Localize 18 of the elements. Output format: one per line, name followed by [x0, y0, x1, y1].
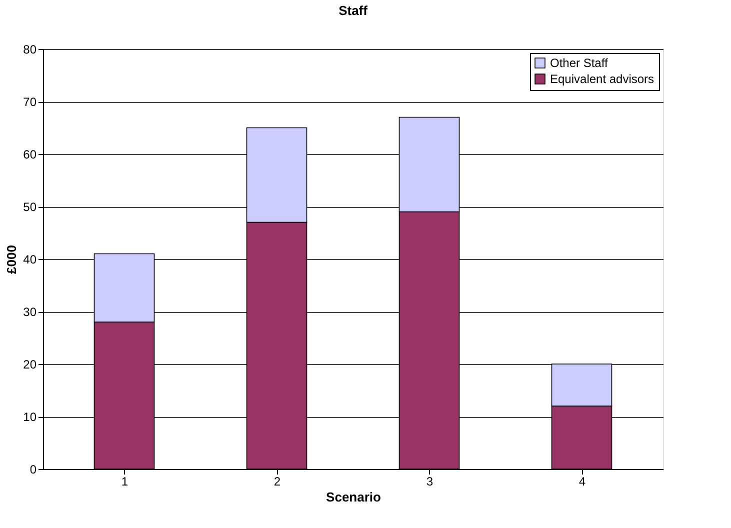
y-tick-label: 60: [23, 148, 37, 162]
y-tick-label: 30: [23, 305, 37, 319]
x-axis-title: Scenario: [326, 490, 382, 504]
y-tick-label: 0: [30, 462, 37, 476]
y-tick-label: 20: [23, 358, 37, 372]
chart-title: Staff: [338, 3, 368, 18]
y-tick-label: 50: [23, 200, 37, 214]
y-tick-label: 70: [23, 95, 37, 109]
y-axis-title: £000: [4, 245, 20, 274]
x-tick-label: 3: [426, 474, 434, 488]
y-tick-label: 10: [23, 410, 37, 424]
legend-label: Equivalent advisors: [550, 72, 654, 86]
x-tick-label: 2: [274, 474, 281, 488]
y-tick-label: 40: [23, 252, 37, 266]
x-tick-label: 1: [121, 474, 128, 488]
y-tick-label: 80: [23, 42, 37, 56]
x-tick-label: 4: [578, 474, 586, 488]
legend-label: Other Staff: [550, 56, 608, 70]
